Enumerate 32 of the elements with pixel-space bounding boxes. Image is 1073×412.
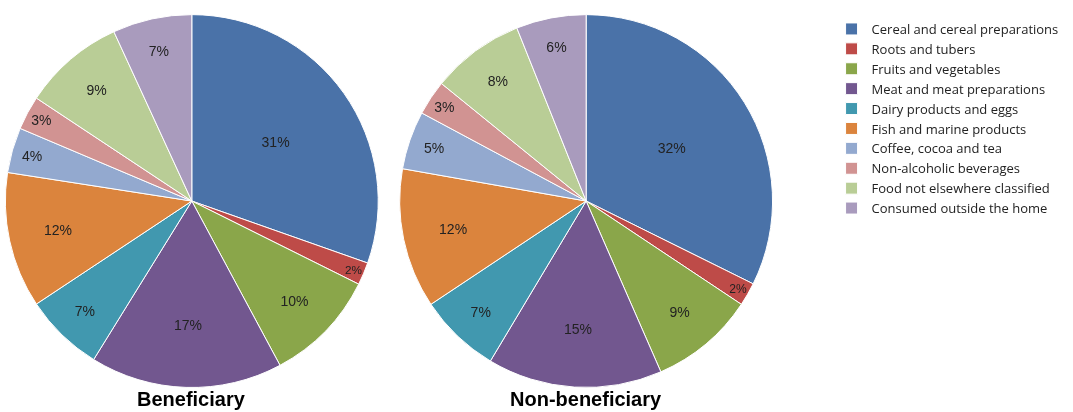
data-label: 6% <box>546 39 567 56</box>
legend-label: Fish and marine products <box>871 119 1027 138</box>
data-label: 3% <box>434 98 455 115</box>
data-label: 17% <box>173 317 202 334</box>
legend-label: Cereal and cereal preparations <box>871 20 1059 39</box>
data-label: 7% <box>148 43 170 60</box>
data-label: 7% <box>74 303 95 320</box>
data-label: 5% <box>423 140 445 157</box>
legend-label: Roots and tubers <box>871 39 976 58</box>
legend-label: Consumed outside the home <box>871 199 1048 218</box>
data-label: 32% <box>657 139 686 156</box>
legend-label: Fruits and vegetables <box>871 59 1001 78</box>
data-label: 7% <box>470 303 491 320</box>
legend-label: Coffee, cocoa and tea <box>871 139 1003 158</box>
data-label: 3% <box>31 112 52 129</box>
slice-label: Non-beneficiary <box>510 388 663 410</box>
data-label: 2% <box>345 262 362 276</box>
data-label: 12% <box>44 222 73 239</box>
data-label: 9% <box>86 81 107 98</box>
data-label: 12% <box>439 220 468 237</box>
data-label: 4% <box>21 147 43 164</box>
legend-label: Non-alcoholic beverages <box>871 159 1020 178</box>
data-label: 9% <box>669 304 690 321</box>
data-label: 10% <box>280 292 309 309</box>
legend-label: Meat and meat preparations <box>871 79 1046 98</box>
legend-label: Dairy products and eggs <box>871 99 1019 118</box>
slice-label: Beneficiary <box>137 388 246 410</box>
data-label: 15% <box>564 320 593 337</box>
data-label: 2% <box>729 282 747 297</box>
data-label: 31% <box>261 133 290 150</box>
data-label: 8% <box>487 73 508 90</box>
legend-label: Food not elsewhere classified <box>871 179 1050 198</box>
